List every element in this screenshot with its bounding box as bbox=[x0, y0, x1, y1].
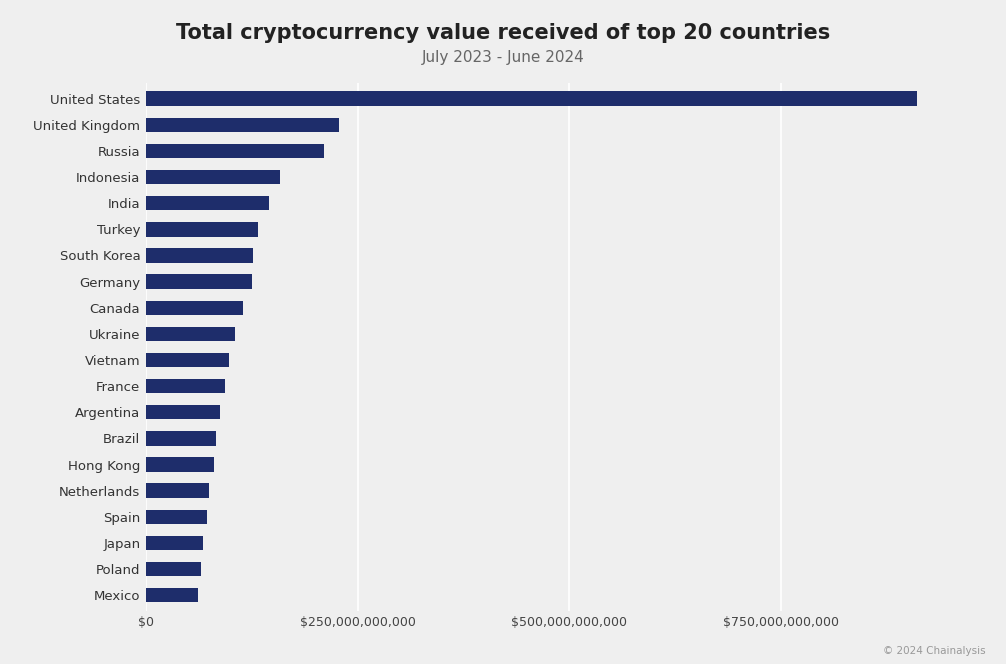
Bar bbox=[146, 379, 224, 393]
Text: July 2023 - June 2024: July 2023 - June 2024 bbox=[422, 50, 584, 65]
Bar bbox=[146, 196, 269, 210]
Bar bbox=[146, 536, 203, 550]
Bar bbox=[146, 405, 220, 420]
Bar bbox=[146, 301, 243, 315]
Bar bbox=[146, 170, 280, 185]
Text: © 2024 Chainalysis: © 2024 Chainalysis bbox=[883, 646, 986, 656]
Bar bbox=[146, 588, 198, 602]
Bar bbox=[146, 562, 201, 576]
Bar bbox=[146, 457, 213, 471]
Text: Total cryptocurrency value received of top 20 countries: Total cryptocurrency value received of t… bbox=[176, 23, 830, 43]
Bar bbox=[146, 483, 209, 498]
Bar bbox=[146, 92, 916, 106]
Bar bbox=[146, 274, 252, 289]
Bar bbox=[146, 248, 254, 263]
Bar bbox=[146, 431, 216, 446]
Bar bbox=[146, 509, 207, 524]
Bar bbox=[146, 353, 228, 367]
Bar bbox=[146, 222, 258, 236]
Bar bbox=[146, 118, 339, 132]
Bar bbox=[146, 327, 234, 341]
Bar bbox=[146, 144, 324, 158]
